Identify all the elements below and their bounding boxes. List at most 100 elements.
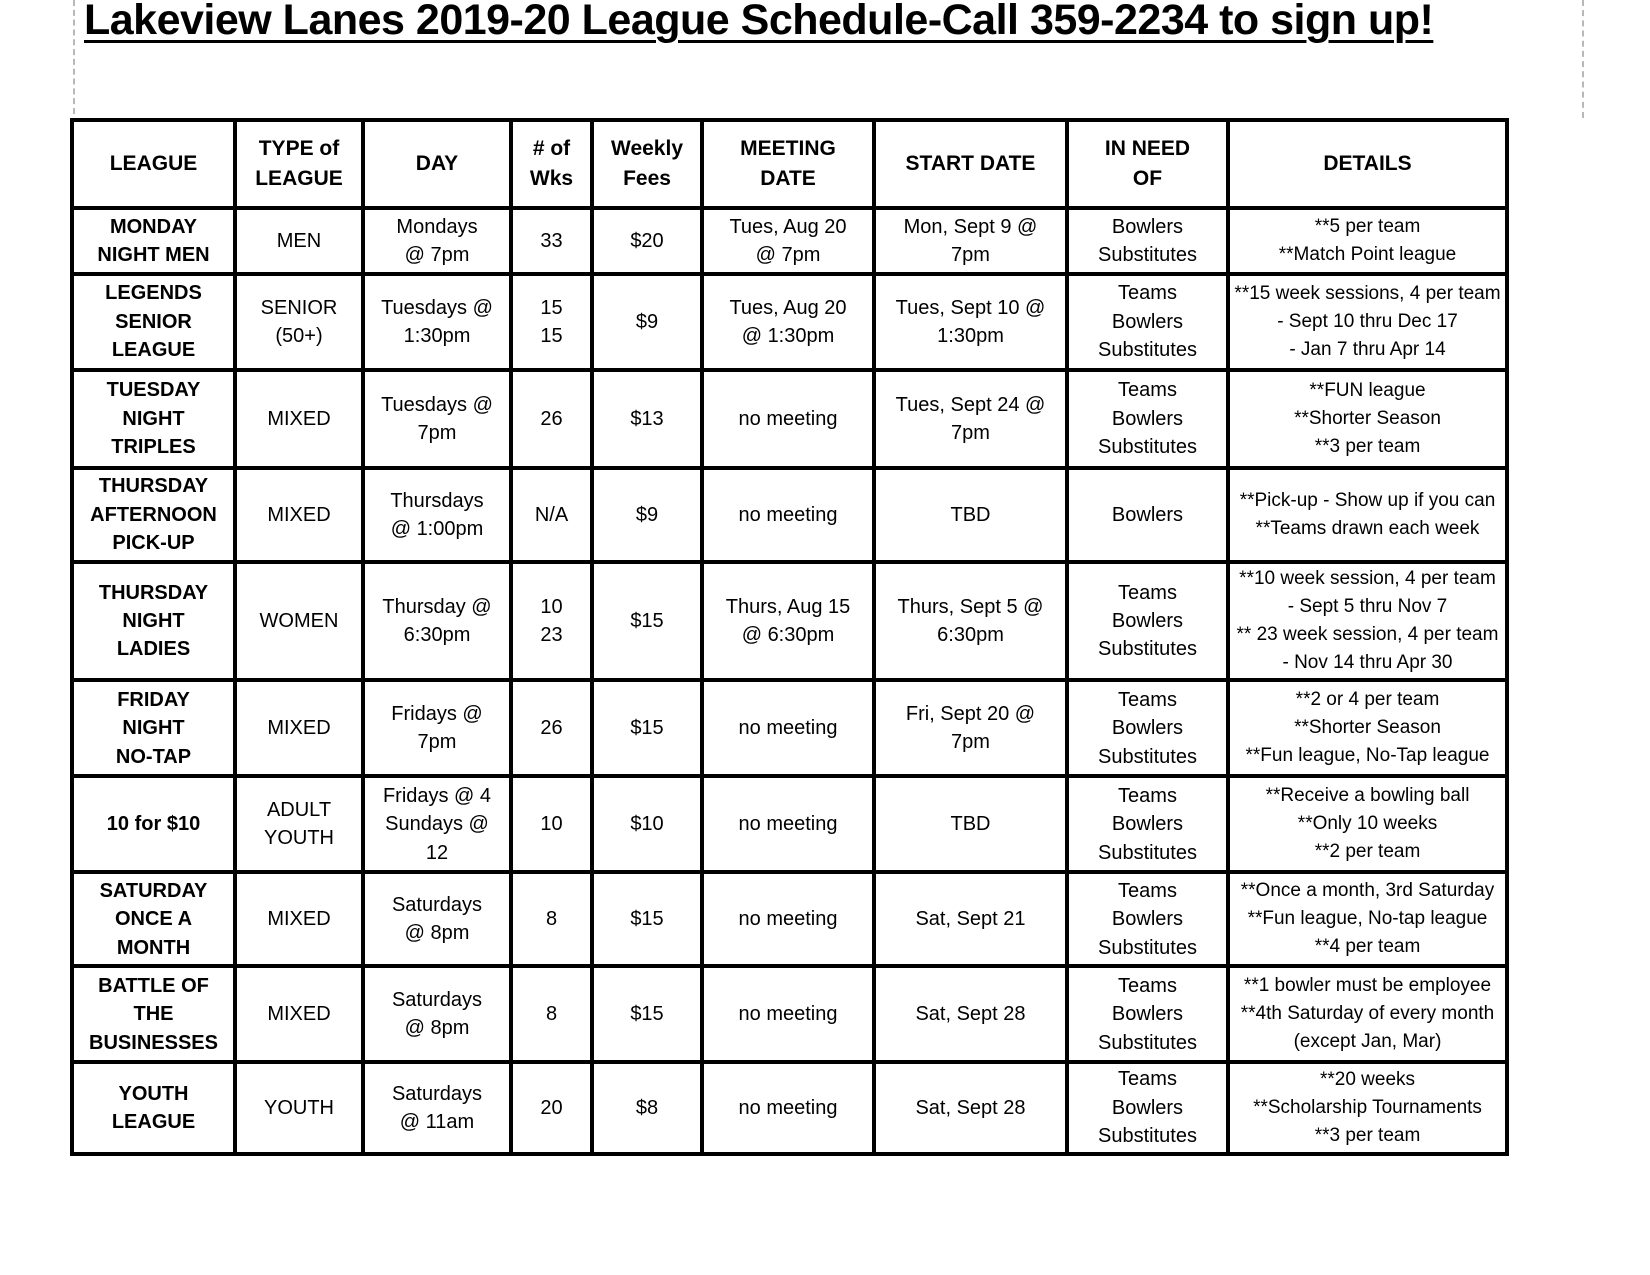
cell-fees: $9 (590, 272, 704, 372)
cell-meeting-date: no meeting (700, 774, 876, 875)
cell-meeting-date: no meeting (700, 1060, 876, 1156)
cell-meeting-date: Tues, Aug 20 @ 7pm (700, 206, 876, 276)
page-margin-guide-left (73, 0, 75, 114)
cell-weeks: 15 15 (509, 272, 594, 372)
cell-league: 10 for $10 (70, 774, 237, 875)
cell-details: **1 bowler must be employee **4th Saturd… (1226, 964, 1509, 1065)
cell-day: Saturdays @ 11am (361, 1060, 513, 1156)
cell-in-need-of: Bowlers Substitutes (1065, 206, 1230, 276)
cell-league: THURSDAY AFTERNOON PICK-UP (70, 466, 237, 564)
cell-weeks: 26 (509, 678, 594, 779)
cell-start-date: TBD (872, 774, 1069, 875)
column-header-start-date: START DATE (872, 118, 1069, 210)
cell-meeting-date: Thurs, Aug 15 @ 6:30pm (700, 559, 876, 683)
cell-in-need-of: Teams Bowlers Substitutes (1065, 678, 1230, 779)
cell-day: Thursdays @ 1:00pm (361, 466, 513, 564)
cell-league: TUESDAY NIGHT TRIPLES (70, 368, 237, 470)
cell-meeting-date: no meeting (700, 870, 876, 969)
cell-fees: $10 (590, 774, 704, 875)
cell-league: BATTLE OF THE BUSINESSES (70, 964, 237, 1065)
cell-weeks: 20 (509, 1060, 594, 1156)
cell-fees: $15 (590, 559, 704, 683)
cell-league: YOUTH LEAGUE (70, 1060, 237, 1156)
cell-weeks: 8 (509, 870, 594, 969)
cell-details: **FUN league **Shorter Season **3 per te… (1226, 368, 1509, 470)
cell-details: **15 week sessions, 4 per team - Sept 10… (1226, 272, 1509, 372)
cell-day: Saturdays @ 8pm (361, 870, 513, 969)
cell-day: Tuesdays @ 7pm (361, 368, 513, 470)
cell-meeting-date: no meeting (700, 466, 876, 564)
cell-in-need-of: Bowlers (1065, 466, 1230, 564)
table-row: 10 for $10 ADULT YOUTH Fridays @ 4 Sunda… (70, 774, 1509, 875)
cell-type: MIXED (233, 870, 365, 969)
cell-start-date: Mon, Sept 9 @ 7pm (872, 206, 1069, 276)
cell-day: Thursday @ 6:30pm (361, 559, 513, 683)
cell-fees: $20 (590, 206, 704, 276)
cell-meeting-date: no meeting (700, 368, 876, 470)
column-header-details: DETAILS (1226, 118, 1509, 210)
table-row: LEGENDS SENIOR LEAGUE SENIOR (50+) Tuesd… (70, 272, 1509, 372)
cell-weeks: 10 (509, 774, 594, 875)
cell-fees: $8 (590, 1060, 704, 1156)
cell-day: Fridays @ 4 Sundays @ 12 (361, 774, 513, 875)
cell-weeks: N/A (509, 466, 594, 564)
cell-in-need-of: Teams Bowlers Substitutes (1065, 1060, 1230, 1156)
cell-weeks: 26 (509, 368, 594, 470)
cell-in-need-of: Teams Bowlers Substitutes (1065, 774, 1230, 875)
table-row: THURSDAY NIGHT LADIES WOMEN Thursday @ 6… (70, 559, 1509, 683)
cell-league: LEGENDS SENIOR LEAGUE (70, 272, 237, 372)
cell-details: **Receive a bowling ball **Only 10 weeks… (1226, 774, 1509, 875)
cell-details: **10 week session, 4 per team - Sept 5 t… (1226, 559, 1509, 683)
cell-start-date: Sat, Sept 21 (872, 870, 1069, 969)
cell-fees: $9 (590, 466, 704, 564)
cell-in-need-of: Teams Bowlers Substitutes (1065, 870, 1230, 969)
column-header-day: DAY (361, 118, 513, 210)
cell-in-need-of: Teams Bowlers Substitutes (1065, 368, 1230, 470)
cell-day: Fridays @ 7pm (361, 678, 513, 779)
column-header-meeting-date: MEETING DATE (700, 118, 876, 210)
cell-start-date: Thurs, Sept 5 @ 6:30pm (872, 559, 1069, 683)
cell-weeks: 33 (509, 206, 594, 276)
cell-details: **Once a month, 3rd Saturday **Fun leagu… (1226, 870, 1509, 969)
cell-type: MIXED (233, 964, 365, 1065)
cell-weeks: 8 (509, 964, 594, 1065)
cell-fees: $15 (590, 678, 704, 779)
column-header-type: TYPE of LEAGUE (233, 118, 365, 210)
cell-fees: $15 (590, 964, 704, 1065)
table-row: TUESDAY NIGHT TRIPLES MIXED Tuesdays @ 7… (70, 368, 1509, 470)
cell-league: MONDAY NIGHT MEN (70, 206, 237, 276)
cell-details: **Pick-up - Show up if you can **Teams d… (1226, 466, 1509, 564)
cell-league: SATURDAY ONCE A MONTH (70, 870, 237, 969)
column-header-in-need-of: IN NEED OF (1065, 118, 1230, 210)
table-row: THURSDAY AFTERNOON PICK-UP MIXED Thursda… (70, 466, 1509, 564)
cell-start-date: Sat, Sept 28 (872, 964, 1069, 1065)
cell-start-date: Fri, Sept 20 @ 7pm (872, 678, 1069, 779)
cell-start-date: Tues, Sept 10 @ 1:30pm (872, 272, 1069, 372)
cell-in-need-of: Teams Bowlers Substitutes (1065, 964, 1230, 1065)
table-row: BATTLE OF THE BUSINESSES MIXED Saturdays… (70, 964, 1509, 1065)
cell-meeting-date: no meeting (700, 678, 876, 779)
page-title: Lakeview Lanes 2019-20 League Schedule-C… (84, 0, 1434, 44)
league-schedule-table: LEAGUE TYPE of LEAGUE DAY # of Wks Weekl… (70, 118, 1509, 1156)
table-row: YOUTH LEAGUE YOUTH Saturdays @ 11am 20 $… (70, 1060, 1509, 1156)
column-header-weeks: # of Wks (509, 118, 594, 210)
cell-details: **2 or 4 per team **Shorter Season **Fun… (1226, 678, 1509, 779)
cell-type: MEN (233, 206, 365, 276)
cell-in-need-of: Teams Bowlers Substitutes (1065, 559, 1230, 683)
cell-meeting-date: no meeting (700, 964, 876, 1065)
cell-details: **5 per team **Match Point league (1226, 206, 1509, 276)
table-row: FRIDAY NIGHT NO-TAP MIXED Fridays @ 7pm … (70, 678, 1509, 779)
cell-type: MIXED (233, 368, 365, 470)
cell-start-date: Sat, Sept 28 (872, 1060, 1069, 1156)
cell-details: **20 weeks **Scholarship Tournaments **3… (1226, 1060, 1509, 1156)
cell-start-date: Tues, Sept 24 @ 7pm (872, 368, 1069, 470)
header-row: LEAGUE TYPE of LEAGUE DAY # of Wks Weekl… (70, 118, 1509, 210)
cell-day: Saturdays @ 8pm (361, 964, 513, 1065)
cell-fees: $15 (590, 870, 704, 969)
column-header-fees: Weekly Fees (590, 118, 704, 210)
cell-type: MIXED (233, 678, 365, 779)
cell-day: Tuesdays @ 1:30pm (361, 272, 513, 372)
cell-type: ADULT YOUTH (233, 774, 365, 875)
cell-type: SENIOR (50+) (233, 272, 365, 372)
